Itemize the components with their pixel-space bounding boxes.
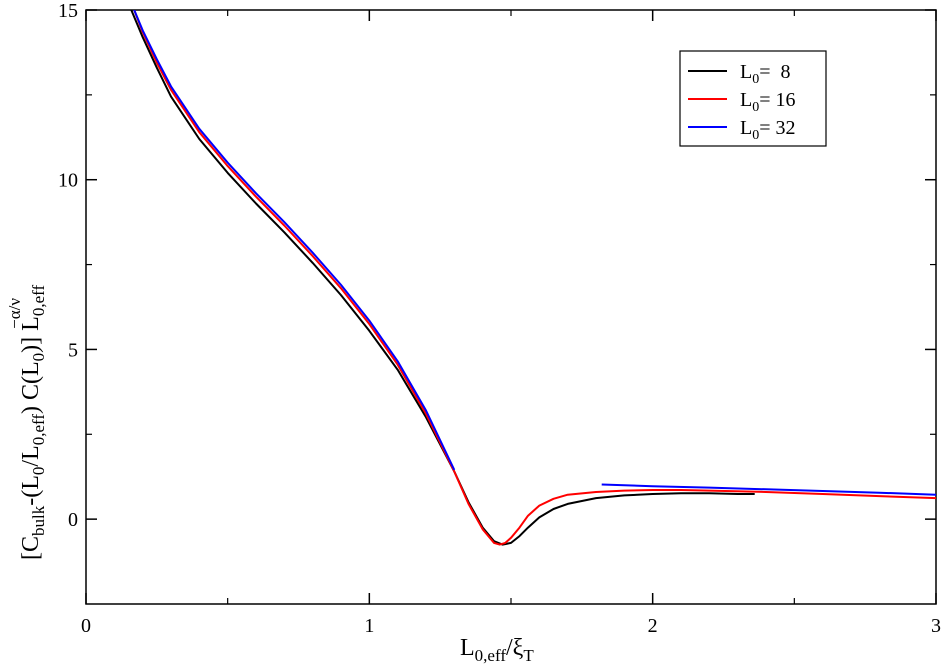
x-axis-title: L0,eff/ξT — [460, 635, 534, 664]
legend-label-series-2: L0= 16 — [740, 89, 796, 115]
axis-ticks — [85, 9, 937, 604]
y-tick-label-3: 15 — [58, 0, 78, 22]
series-1-line — [130, 10, 755, 546]
tick-labels: 0 1 2 3 0 5 10 15 — [58, 0, 941, 637]
series-3-line-segment-1 — [133, 10, 456, 471]
x-tick-label-0: 0 — [81, 615, 91, 637]
x-tick-label-3: 3 — [931, 615, 941, 637]
x-tick-label-1: 1 — [364, 615, 374, 637]
legend-label-series-1: L0= 8 — [740, 61, 791, 87]
y-axis-title: [Cbulk-(L0/L0,eff) C(L0)] L0,eff−α/ν — [5, 285, 48, 560]
legend: L0= 8 L0= 16 L0= 32 — [679, 50, 827, 147]
y-tick-label-0: 0 — [68, 509, 78, 531]
y-tick-label-2: 10 — [58, 170, 78, 192]
series-lines — [130, 10, 936, 546]
series-3-line-segment-2 — [601, 483, 936, 496]
y-tick-label-1: 5 — [68, 339, 78, 361]
legend-label-series-3: L0= 32 — [740, 117, 796, 143]
x-tick-label-2: 2 — [648, 615, 658, 637]
series-2-line — [133, 10, 936, 546]
